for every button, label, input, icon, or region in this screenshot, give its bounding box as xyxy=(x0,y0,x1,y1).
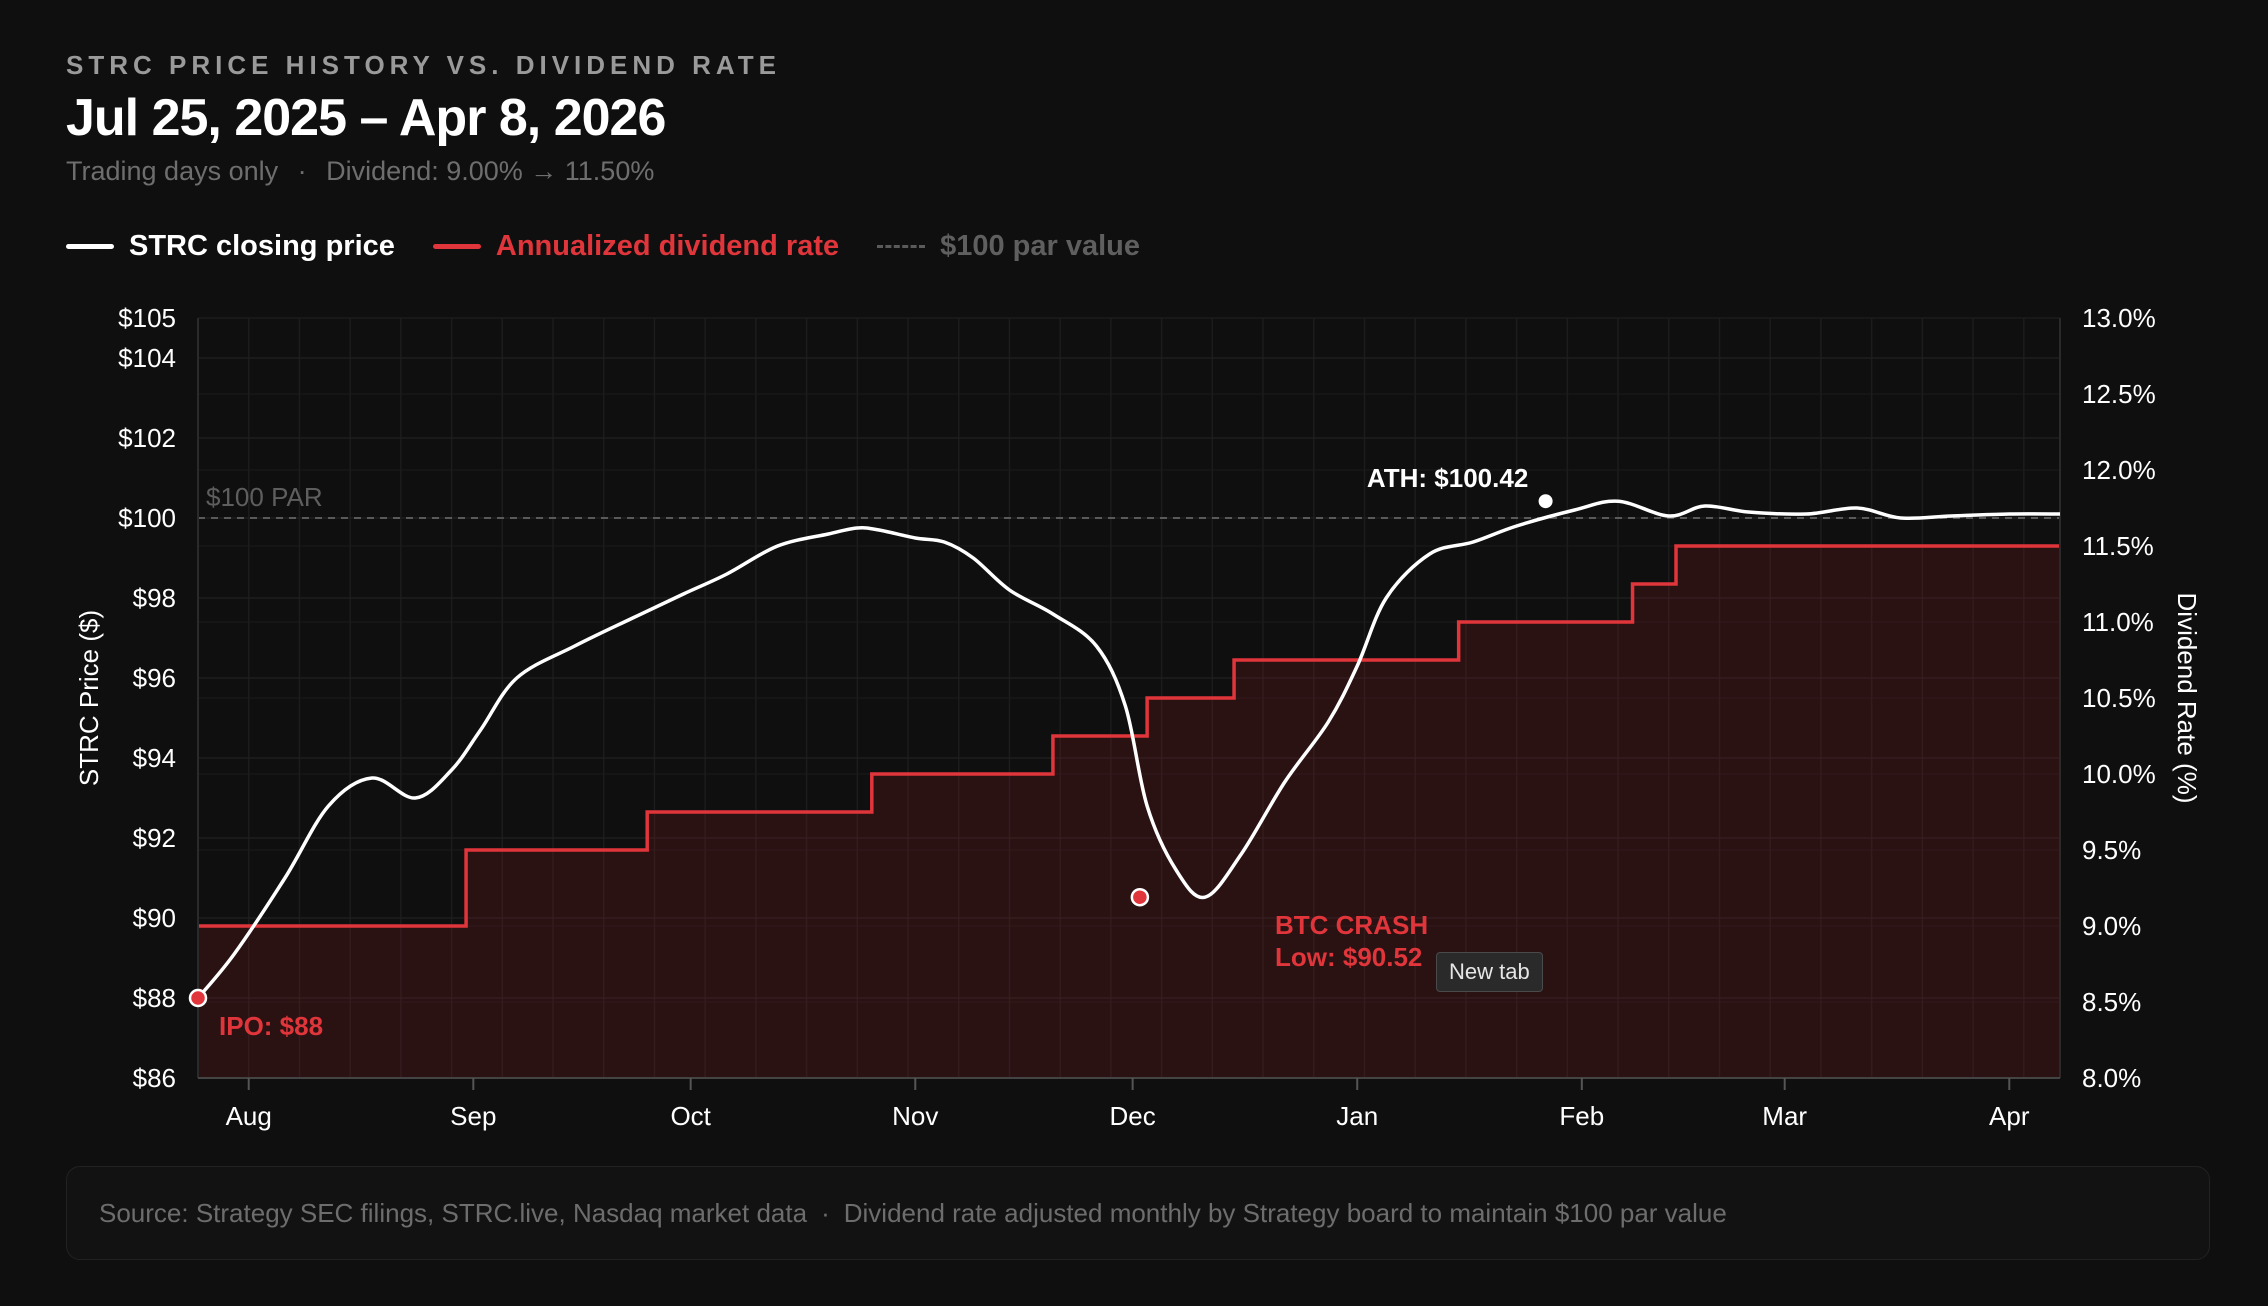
y-right-tick-label: 9.0% xyxy=(2082,911,2141,941)
y-right-tick-label: 9.5% xyxy=(2082,835,2141,865)
chart-subtitle: Trading days only · Dividend: 9.00% → 11… xyxy=(66,156,654,187)
y-right-tick-label: 13.0% xyxy=(2082,303,2156,333)
legend-label-dividend: Annualized dividend rate xyxy=(495,229,840,262)
price-line xyxy=(196,499,2061,1000)
footer-source: Source: Strategy SEC filings, STRC.live,… xyxy=(99,1197,808,1228)
subtitle-separator: · xyxy=(297,156,307,186)
y-left-tick-label: $105 xyxy=(118,303,176,333)
x-tick-label: Mar xyxy=(1762,1101,1807,1131)
new-tab-tooltip: New tab xyxy=(1436,952,1543,992)
chart-svg: $100 PAR $86 $88 $90 $92 $94 $96 $98 $100 $102 $10… xyxy=(74,303,2202,1131)
y-left-tick-label: $96 xyxy=(133,663,176,693)
x-tick-label: Jan xyxy=(1336,1101,1378,1131)
x-tick-label: Nov xyxy=(892,1101,938,1131)
crash-annotation-sublabel: Low: $90.52 xyxy=(1275,942,1422,972)
crash-marker xyxy=(1130,887,1150,907)
y-right-tick-label: 8.5% xyxy=(2082,987,2141,1017)
dividend-rate-line xyxy=(198,544,2060,928)
y-left-tick-label: $90 xyxy=(133,903,176,933)
y-right-tick-label: 10.0% xyxy=(2082,759,2156,789)
footer-note: Dividend rate adjusted monthly by Strate… xyxy=(843,1197,1727,1228)
x-tick-label: Apr xyxy=(1989,1101,2030,1131)
y-right-tick-label: 12.5% xyxy=(2082,379,2156,409)
x-tick-label: Sep xyxy=(450,1101,496,1131)
chart-footer: Source: Strategy SEC filings, STRC.live,… xyxy=(66,1166,2210,1260)
legend-swatch-price xyxy=(66,243,114,249)
ath-marker xyxy=(1536,492,1555,511)
x-tick-label: Feb xyxy=(1559,1101,1604,1131)
y-left-tick-label: $86 xyxy=(133,1063,176,1093)
y-left-axis-title: STRC Price ($) xyxy=(74,610,104,786)
par-reference-label: $100 PAR xyxy=(206,482,323,512)
footer-separator: · xyxy=(821,1197,830,1228)
legend-label-par: $100 par value xyxy=(940,229,1141,262)
chart-kicker: STRC PRICE HISTORY VS. DIVIDEND RATE xyxy=(66,50,782,80)
y-right-tick-label: 11.5% xyxy=(2082,531,2154,561)
legend-swatch-par xyxy=(877,244,926,248)
dividend-area xyxy=(198,546,2060,1078)
x-tick-label: Dec xyxy=(1109,1101,1155,1131)
y-right-tick-label: 8.0% xyxy=(2082,1063,2141,1093)
subtitle-dividend-range: Dividend: 9.00% → 11.50% xyxy=(326,156,655,186)
y-right-axis-title: Dividend Rate (%) xyxy=(2172,593,2202,804)
subtitle-trading-days: Trading days only xyxy=(66,156,279,186)
y-left-tick-label: $94 xyxy=(133,743,176,773)
legend-item-dividend[interactable]: Annualized dividend rate xyxy=(432,229,840,263)
ipo-marker xyxy=(188,988,208,1008)
page-title: Jul 25, 2025 – Apr 8, 2026 xyxy=(66,89,666,147)
y-left-tick-label: $92 xyxy=(133,823,176,853)
legend-label-price: STRC closing price xyxy=(129,229,395,262)
legend-item-price[interactable]: STRC closing price xyxy=(66,230,395,263)
chart-legend: STRC closing price Annualized dividend r… xyxy=(66,228,1178,264)
y-right-tick-label: 10.5% xyxy=(2082,683,2156,713)
x-tick-label: Aug xyxy=(226,1101,272,1131)
ipo-annotation-label: IPO: $88 xyxy=(219,1011,323,1041)
y-left-tick-label: $98 xyxy=(133,583,176,613)
legend-item-par[interactable]: $100 par value xyxy=(877,230,1140,263)
y-left-tick-label: $102 xyxy=(118,423,176,453)
y-right-tick-label: 12.0% xyxy=(2082,455,2156,485)
y-left-tick-label: $100 xyxy=(118,503,176,533)
ath-annotation-label: ATH: $100.42 xyxy=(1367,463,1528,493)
y-left-tick-label: $88 xyxy=(133,983,176,1013)
crash-annotation-label: BTC CRASH xyxy=(1275,910,1428,940)
legend-swatch-dividend xyxy=(432,243,481,249)
y-left-tick-label: $104 xyxy=(118,343,176,373)
x-tick-label: Oct xyxy=(670,1101,711,1131)
y-right-tick-label: 11.0% xyxy=(2082,607,2154,637)
